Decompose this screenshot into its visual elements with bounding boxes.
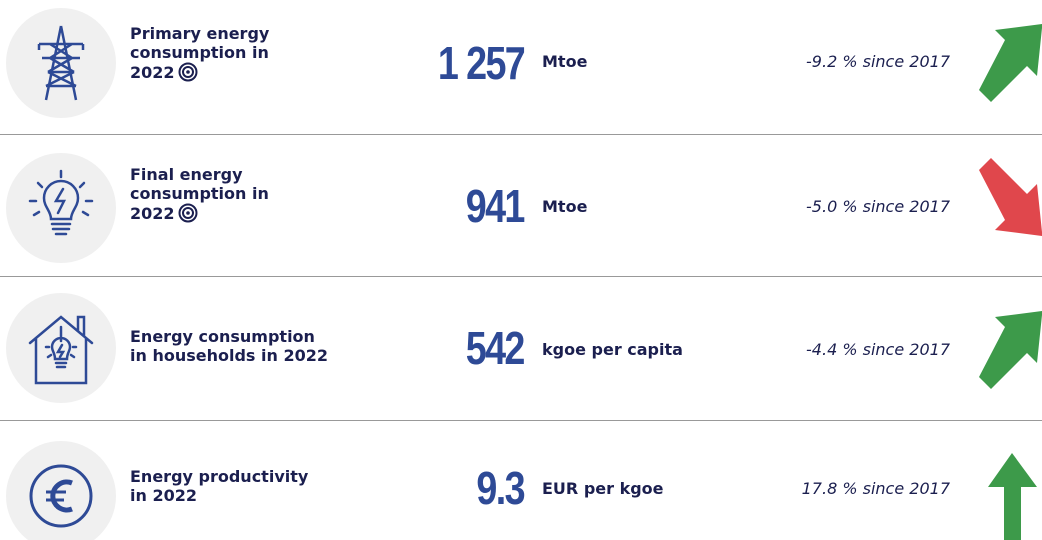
label-line: 2022 <box>130 62 269 82</box>
change: -4.4 % since 2017 <box>806 340 950 359</box>
value: 542 <box>465 322 526 374</box>
arrow-up-right <box>979 311 1042 389</box>
label-line: in households in 2022 <box>130 346 328 365</box>
label: Primary energy consumption in 2022 <box>130 24 269 82</box>
label-line: 2022 <box>130 203 269 223</box>
change: 17.8 % since 2017 <box>801 479 950 498</box>
unit: Mtoe <box>542 197 588 216</box>
unit: Mtoe <box>542 52 588 71</box>
row: Energy productivity in 2022 9.3 EUR per … <box>0 421 1042 540</box>
change: -5.0 % since 2017 <box>806 197 950 216</box>
label: Energy productivity in 2022 <box>130 467 308 505</box>
label: Energy consumption in households in 2022 <box>130 327 328 365</box>
euro-icon <box>6 441 116 540</box>
bulb-icon <box>6 153 116 263</box>
separator <box>0 420 1042 421</box>
house-icon <box>6 293 116 403</box>
arrow-up-right <box>979 24 1042 102</box>
unit: kgoe per capita <box>542 340 683 359</box>
separator <box>0 134 1042 135</box>
row: Primary energy consumption in 2022 1 257… <box>0 0 1042 134</box>
label-line: in 2022 <box>130 486 197 505</box>
label-line: Final energy <box>130 165 243 184</box>
label-line: consumption in <box>130 43 269 62</box>
label: Final energy consumption in 2022 <box>130 165 269 223</box>
row: Energy consumption in households in 2022… <box>0 277 1042 420</box>
target-icon <box>178 62 198 82</box>
arrow-down-right <box>979 158 1042 236</box>
change: -9.2 % since 2017 <box>806 52 950 71</box>
value: 9.3 <box>476 462 525 514</box>
label-line-text: 2022 <box>130 63 175 82</box>
label-line: Primary energy <box>130 24 270 43</box>
label-line: consumption in <box>130 184 269 203</box>
row: Final energy consumption in 2022 941 Mto… <box>0 135 1042 276</box>
separator <box>0 276 1042 277</box>
unit: EUR per kgoe <box>542 479 664 498</box>
pylon-icon <box>6 8 116 118</box>
value: 1 257 <box>437 37 526 89</box>
label-line-text: 2022 <box>130 204 175 223</box>
value: 941 <box>465 180 526 232</box>
arrow-up <box>988 453 1037 540</box>
target-icon <box>178 203 198 223</box>
label-line: Energy consumption <box>130 327 315 346</box>
label-line: Energy productivity <box>130 467 309 486</box>
